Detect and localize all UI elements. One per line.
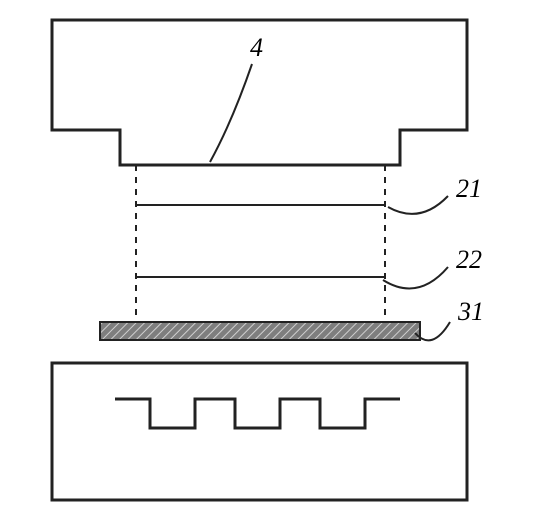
technical-diagram: 4 21 22 31 [0, 0, 556, 513]
lower-die-slots [115, 399, 400, 428]
slab-31 [100, 322, 420, 340]
label-l4: 4 [250, 33, 263, 62]
leader-l4 [210, 64, 252, 162]
label-l31: 31 [457, 297, 484, 326]
lower-die-outer [52, 363, 467, 500]
leader-l21 [388, 196, 448, 214]
label-l21: 21 [456, 174, 482, 203]
leader-l22 [383, 267, 448, 288]
label-l22: 22 [456, 245, 482, 274]
